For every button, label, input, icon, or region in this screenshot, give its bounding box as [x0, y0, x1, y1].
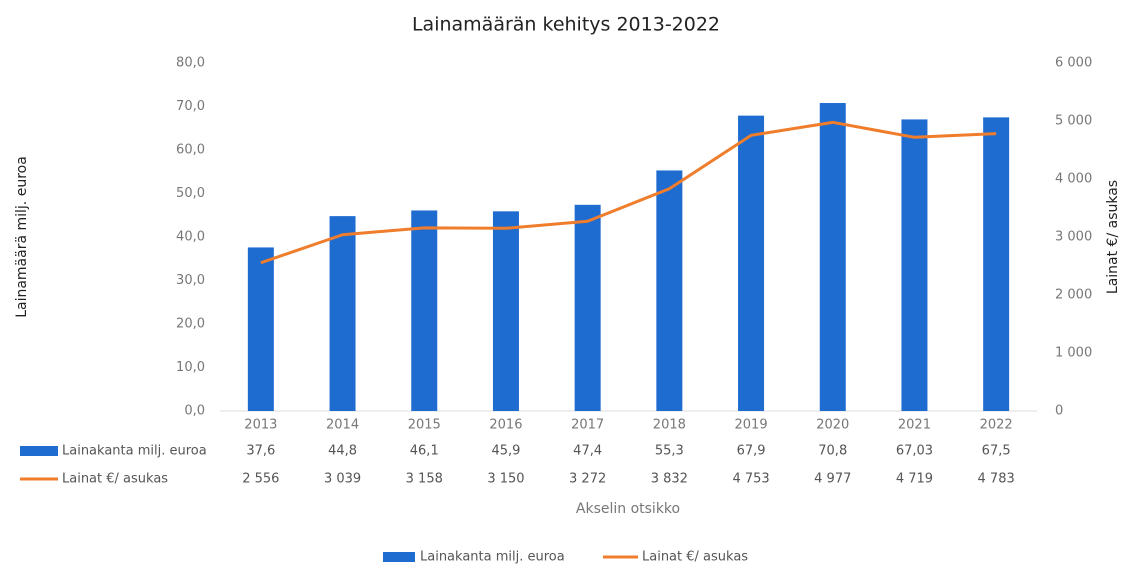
x-tick-label: 2020 [816, 418, 849, 433]
x-tick-label: 2015 [408, 418, 441, 433]
table-series-name: Lainakanta milj. euroa [62, 444, 207, 459]
y2-tick-label: 2 000 [1055, 288, 1092, 303]
x-tick-label: 2021 [898, 418, 931, 433]
bar [492, 211, 519, 411]
y2-tick-label: 4 000 [1055, 172, 1092, 187]
bar [247, 247, 274, 411]
y2-tick-label: 3 000 [1055, 230, 1092, 245]
x-tick-label: 2017 [571, 418, 604, 433]
y2-tick-label: 1 000 [1055, 346, 1092, 361]
bar [983, 117, 1010, 411]
y-tick-label: 50,0 [176, 186, 205, 201]
table-series-name: Lainat €/ asukas [62, 472, 168, 487]
bar [901, 119, 928, 412]
x-tick-label: 2019 [735, 418, 768, 433]
data-label: 37,6 [246, 444, 275, 459]
data-label: 3 158 [406, 472, 443, 487]
data-label: 3 272 [569, 472, 606, 487]
legend-label: Lainat €/ asukas [642, 550, 748, 565]
bar [329, 216, 356, 411]
y2-tick-label: 5 000 [1055, 114, 1092, 129]
y-tick-label: 70,0 [176, 99, 205, 114]
chart-title: Lainamäärän kehitys 2013-2022 [412, 14, 720, 36]
y-tick-label: 40,0 [176, 230, 205, 245]
bar [738, 115, 765, 411]
x-tick-label: 2013 [244, 418, 277, 433]
y2-axis-label: Lainat €/ asukas [1105, 180, 1121, 294]
bar [574, 204, 601, 411]
x-tick-label: 2014 [326, 418, 359, 433]
data-label: 46,1 [410, 444, 439, 459]
data-label: 3 150 [487, 472, 524, 487]
data-label: 3 832 [651, 472, 688, 487]
y-tick-label: 0,0 [184, 404, 205, 419]
y-axis-label: Lainamäärä milj. euroa [14, 156, 30, 318]
bar [656, 170, 683, 411]
line [260, 120, 997, 265]
data-label: 4 753 [732, 472, 769, 487]
y2-tick-label: 6 000 [1055, 56, 1092, 71]
bar [819, 103, 846, 412]
data-label: 47,4 [573, 444, 602, 459]
y-tick-label: 30,0 [176, 273, 205, 288]
data-label: 4 719 [896, 472, 933, 487]
data-label: 3 039 [324, 472, 361, 487]
y-tick-label: 10,0 [176, 360, 205, 375]
x-tick-label: 2022 [980, 418, 1013, 433]
data-label: 4 977 [814, 472, 851, 487]
y-tick-label: 80,0 [176, 56, 205, 71]
data-label: 2 556 [242, 472, 279, 487]
legend-label: Lainakanta milj. euroa [420, 550, 565, 565]
data-label: 67,9 [737, 444, 766, 459]
data-label: 44,8 [328, 444, 357, 459]
legend-swatch [383, 552, 415, 562]
x-tick-label: 2018 [653, 418, 686, 433]
x-axis-label: Akselin otsikko [576, 501, 680, 517]
data-label: 70,8 [818, 444, 847, 459]
x-tick-label: 2016 [489, 418, 522, 433]
y2-tick-label: 0 [1055, 404, 1063, 419]
data-label: 45,9 [491, 444, 520, 459]
data-label: 67,03 [896, 444, 933, 459]
y-tick-label: 20,0 [176, 317, 205, 332]
data-label: 4 783 [978, 472, 1015, 487]
data-label: 67,5 [982, 444, 1011, 459]
y-tick-label: 60,0 [176, 143, 205, 158]
legend-swatch [20, 446, 58, 456]
bar [411, 210, 438, 411]
data-label: 55,3 [655, 444, 684, 459]
